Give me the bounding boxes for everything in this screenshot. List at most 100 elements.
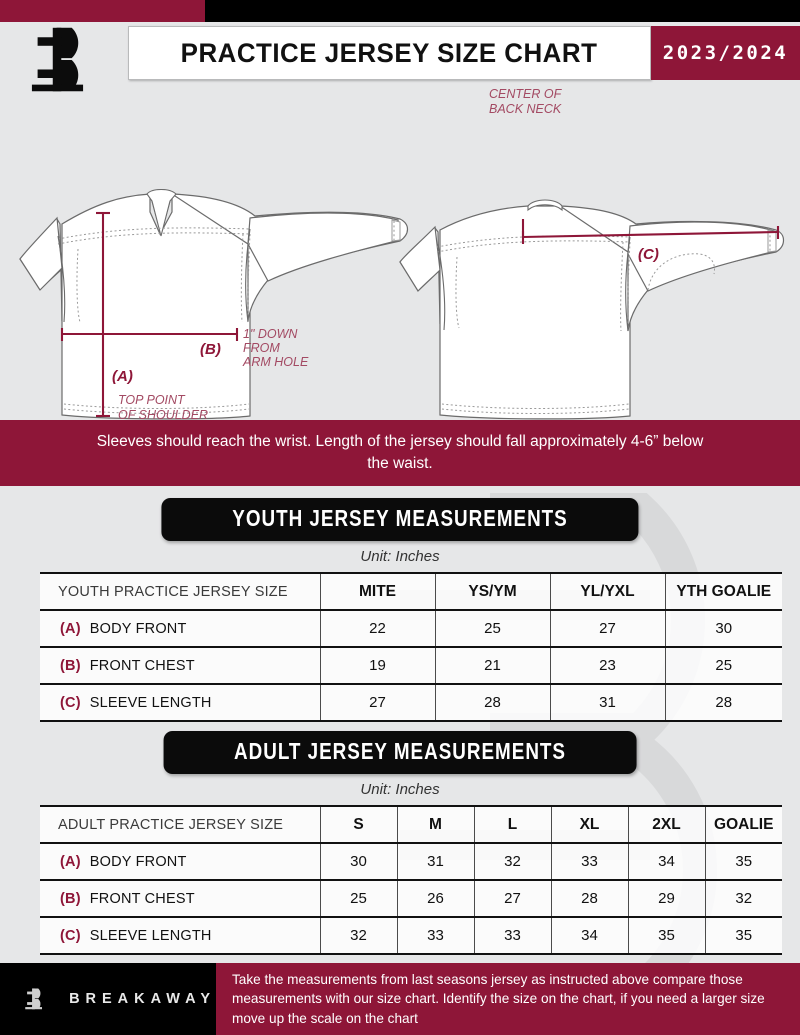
- table-row: (C) SLEEVE LENGTH 27 28 31 28: [40, 684, 782, 722]
- youth-cell-1-0: 19: [320, 647, 436, 685]
- adult-row-2-label: (C) SLEEVE LENGTH: [40, 917, 321, 955]
- top-bar-black: [205, 0, 800, 22]
- adult-col-1: S: [320, 805, 398, 844]
- adult-col-3: L: [474, 805, 552, 844]
- table-header-row: YOUTH PRACTICE JERSEY SIZE MITE YS/YM YL…: [40, 572, 782, 611]
- measure-line-a: [96, 211, 110, 418]
- page-title-text: PRACTICE JERSEY SIZE CHART: [181, 37, 598, 68]
- marker-a-note: TOP POINT OF SHOULDER: [118, 393, 208, 420]
- page-footer: BREAKAWAY Take the measurements from las…: [0, 963, 800, 1035]
- youth-row-0-label: (A) BODY FRONT: [40, 610, 321, 648]
- youth-cell-2-3: 28: [665, 684, 782, 722]
- measure-line-b: [60, 328, 239, 341]
- youth-col-0: YOUTH PRACTICE JERSEY SIZE: [40, 572, 321, 611]
- adult-heading-text: ADULT JERSEY MEASUREMENTS: [234, 738, 566, 764]
- youth-cell-2-1: 28: [435, 684, 551, 722]
- adult-cell-0-3: 33: [551, 843, 629, 881]
- adult-size-table: ADULT PRACTICE JERSEY SIZE S M L XL 2XL …: [40, 805, 782, 955]
- adult-row-1-marker: (B): [60, 890, 81, 907]
- youth-col-3: YL/YXL: [550, 572, 666, 611]
- youth-cell-1-1: 21: [435, 647, 551, 685]
- youth-cell-0-1: 25: [435, 610, 551, 648]
- adult-col-6: GOALIE: [705, 805, 782, 844]
- adult-row-1-name: FRONT CHEST: [89, 890, 195, 907]
- adult-cell-0-1: 31: [397, 843, 475, 881]
- fit-note-banner: Sleeves should reach the wrist. Length o…: [0, 420, 800, 486]
- adult-cell-2-2: 33: [474, 917, 552, 955]
- fit-note-text: Sleeves should reach the wrist. Length o…: [96, 432, 704, 472]
- page-title: PRACTICE JERSEY SIZE CHART: [128, 26, 651, 80]
- youth-row-2-marker: (C): [60, 694, 81, 711]
- youth-cell-0-3: 30: [665, 610, 782, 648]
- adult-cell-2-4: 35: [628, 917, 706, 955]
- adult-cell-1-2: 27: [474, 880, 552, 918]
- breakaway-b-logo-icon: [25, 988, 43, 1010]
- footer-instructions: Take the measurements from last seasons …: [216, 963, 800, 1035]
- adult-col-2: M: [397, 805, 475, 844]
- youth-row-2-label: (C) SLEEVE LENGTH: [40, 684, 321, 722]
- youth-cell-2-2: 31: [550, 684, 666, 722]
- youth-section-heading: YOUTH JERSEY MEASUREMENTS: [161, 498, 639, 541]
- adult-cell-1-4: 29: [628, 880, 706, 918]
- youth-cell-2-0: 27: [320, 684, 436, 722]
- measure-line-c: [521, 226, 780, 244]
- adult-cell-1-3: 28: [551, 880, 629, 918]
- adult-cell-2-5: 35: [705, 917, 782, 955]
- jersey-diagram: (B) 1" DOWN FROM ARM HOLE (A) TOP POINT …: [0, 84, 800, 422]
- youth-col-4: YTH GOALIE: [665, 572, 782, 611]
- breakaway-b-logo-icon: [28, 24, 123, 96]
- top-accent-bars: [0, 0, 800, 22]
- marker-b-note: 1" DOWN FROM ARM HOLE: [242, 327, 309, 369]
- adult-row-0-label: (A) BODY FRONT: [40, 843, 321, 881]
- adult-unit-label: Unit: Inches: [360, 781, 440, 798]
- adult-row-1-label: (B) FRONT CHEST: [40, 880, 321, 918]
- adult-cell-2-0: 32: [320, 917, 398, 955]
- adult-cell-0-5: 35: [705, 843, 782, 881]
- youth-row-2-name: SLEEVE LENGTH: [89, 694, 212, 711]
- marker-c-label: (C): [638, 246, 659, 263]
- adult-row-2-name: SLEEVE LENGTH: [89, 927, 212, 944]
- adult-col-5: 2XL: [628, 805, 706, 844]
- table-header-row: ADULT PRACTICE JERSEY SIZE S M L XL 2XL …: [40, 805, 782, 844]
- jersey-back-illustration: [399, 199, 785, 420]
- adult-col-4: XL: [551, 805, 629, 844]
- adult-cell-0-4: 34: [628, 843, 706, 881]
- marker-a-label: (A): [112, 368, 133, 385]
- marker-b-label: (B): [200, 341, 221, 358]
- adult-row-0-marker: (A): [60, 853, 81, 870]
- adult-cell-2-3: 34: [551, 917, 629, 955]
- youth-row-0-name: BODY FRONT: [89, 620, 187, 637]
- table-row: (B) FRONT CHEST 19 21 23 25: [40, 647, 782, 685]
- adult-col-0: ADULT PRACTICE JERSEY SIZE: [40, 805, 321, 844]
- table-row: (B) FRONT CHEST 25 26 27 28 29 32: [40, 880, 782, 918]
- table-row: (A) BODY FRONT 30 31 32 33 34 35: [40, 843, 782, 881]
- season-year-badge: 2023/2024: [651, 26, 800, 80]
- adult-cell-0-2: 32: [474, 843, 552, 881]
- adult-cell-1-0: 25: [320, 880, 398, 918]
- top-bar-maroon: [0, 0, 205, 22]
- adult-cell-0-0: 30: [320, 843, 398, 881]
- page-header: PRACTICE JERSEY SIZE CHART 2023/2024: [0, 22, 800, 92]
- youth-row-1-name: FRONT CHEST: [89, 657, 195, 674]
- youth-heading-text: YOUTH JERSEY MEASUREMENTS: [232, 505, 568, 531]
- youth-cell-1-3: 25: [665, 647, 782, 685]
- center-back-neck-note: CENTER OF BACK NECK: [489, 87, 564, 116]
- table-row: (A) BODY FRONT 22 25 27 30: [40, 610, 782, 648]
- youth-cell-0-0: 22: [320, 610, 436, 648]
- adult-section-heading: ADULT JERSEY MEASUREMENTS: [163, 731, 637, 774]
- youth-col-2: YS/YM: [435, 572, 551, 611]
- youth-cell-0-2: 27: [550, 610, 666, 648]
- jersey-front-illustration: [19, 188, 409, 420]
- season-year-text: 2023/2024: [662, 42, 789, 64]
- youth-row-1-marker: (B): [60, 657, 81, 674]
- adult-row-0-name: BODY FRONT: [89, 853, 187, 870]
- youth-unit-label: Unit: Inches: [360, 548, 440, 565]
- adult-row-2-marker: (C): [60, 927, 81, 944]
- youth-row-0-marker: (A): [60, 620, 81, 637]
- adult-cell-2-1: 33: [397, 917, 475, 955]
- footer-brand-block: BREAKAWAY: [0, 963, 216, 1035]
- adult-cell-1-5: 32: [705, 880, 782, 918]
- footer-instructions-text: Take the measurements from last seasons …: [232, 972, 765, 1026]
- table-row: (C) SLEEVE LENGTH 32 33 33 34 35 35: [40, 917, 782, 955]
